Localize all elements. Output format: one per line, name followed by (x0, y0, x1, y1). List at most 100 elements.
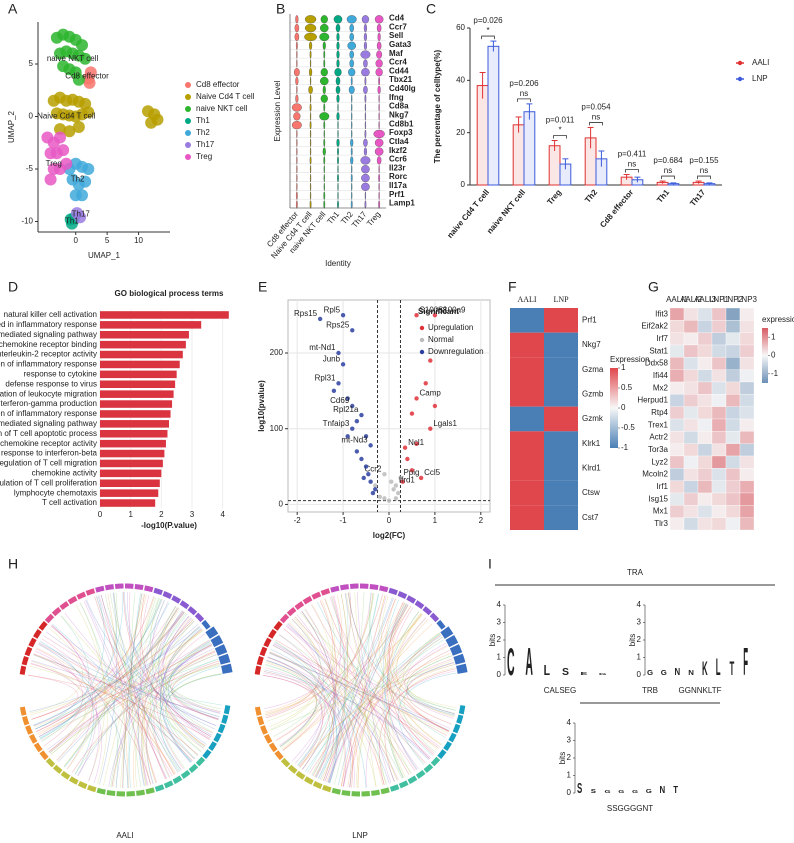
row-label: Tor3a (648, 445, 669, 454)
row-label: Actr2 (649, 433, 668, 442)
chord-ring (38, 621, 48, 631)
chord (328, 603, 407, 783)
violin (336, 59, 340, 68)
x-tick-label: 1 (128, 510, 133, 519)
chord-ring (448, 732, 457, 743)
point (83, 76, 96, 89)
logo-letter: S (591, 789, 597, 795)
chord (33, 602, 170, 726)
chord (36, 647, 177, 774)
chord-ring (331, 787, 341, 795)
chord-ring (96, 787, 106, 795)
heat-cell (669, 332, 685, 346)
violin (323, 173, 325, 183)
heat-cell (669, 394, 685, 407)
chord (151, 600, 210, 741)
chord (279, 634, 403, 779)
violin (375, 59, 383, 68)
heat-cell (669, 505, 685, 518)
logo-letter: T (730, 659, 735, 680)
chord (128, 592, 158, 783)
y-tick-label: 0 (637, 670, 642, 679)
chord (347, 592, 456, 715)
chord (63, 597, 160, 767)
chord-ring (223, 705, 231, 715)
heat-cell (725, 381, 741, 395)
chord (282, 592, 372, 751)
heat-cell (725, 332, 741, 346)
chord (79, 602, 118, 788)
chord (103, 596, 155, 786)
gene-label: Rorc (389, 172, 408, 181)
legend-title: expression (762, 315, 794, 324)
bar (100, 410, 171, 418)
row-label: Mx2 (653, 383, 669, 392)
legend-swatch (185, 82, 191, 88)
chord (272, 644, 337, 783)
chord (109, 593, 205, 748)
heat-cell (725, 418, 741, 432)
point (54, 131, 66, 144)
chord (122, 593, 143, 788)
chord-ring (415, 769, 426, 779)
y-tick-label: chemokine-mediated signaling pathway (0, 330, 97, 339)
chord (48, 594, 147, 753)
column-label: LNP2 (723, 295, 744, 304)
chord (301, 611, 335, 777)
legend-label: Upregulation (428, 323, 473, 332)
y-axis-label: bits (628, 634, 637, 646)
x-tick-label: 1 (433, 516, 438, 525)
violin (374, 15, 384, 24)
bar (487, 45, 500, 186)
legend-swatch (419, 337, 425, 343)
chord (153, 633, 206, 778)
violin (310, 138, 312, 147)
heat-cell (683, 443, 699, 457)
point (350, 328, 355, 333)
chord (329, 596, 435, 754)
chord-ring (280, 757, 291, 768)
chord (35, 595, 105, 730)
chord-ring (341, 789, 351, 797)
row-label: Ifi44 (653, 371, 669, 380)
chord (150, 612, 186, 778)
chord (316, 601, 433, 757)
chord (378, 595, 439, 750)
chord (388, 617, 427, 774)
y-axis-label: Expression Level (273, 80, 282, 141)
y-tick-label: interferon-gamma production (0, 399, 97, 408)
chord (127, 592, 212, 738)
x-tick-label: 0 (387, 516, 392, 525)
x-tick-label: Th1 (655, 187, 671, 204)
logo-letter: N (660, 784, 666, 795)
chord (297, 602, 406, 766)
panel-letter: H (8, 556, 18, 572)
chord (264, 667, 317, 746)
heat-cell (683, 307, 699, 321)
chord-ring (19, 665, 27, 675)
chord-ring (294, 601, 305, 611)
row-label: Ddx58 (645, 359, 669, 368)
chord (95, 596, 202, 753)
chord (265, 617, 322, 716)
column-label: AALI2 (680, 295, 702, 304)
point-label: Junb (323, 354, 341, 363)
violin (363, 41, 367, 50)
heat-cell (739, 480, 755, 494)
heat-cell (739, 517, 755, 531)
heat-cell (669, 357, 685, 370)
chord (45, 631, 217, 726)
y-tick-label: 1 (567, 771, 572, 780)
chord (307, 593, 379, 773)
point (63, 125, 76, 138)
chord-ring (134, 583, 144, 591)
chord (263, 672, 432, 758)
chord (384, 650, 450, 782)
violin (374, 138, 384, 147)
chord (317, 597, 394, 779)
legend-tick-label: 0 (771, 351, 776, 360)
p-value: p=0.011 (546, 116, 575, 125)
violin (336, 32, 340, 42)
chord (334, 592, 365, 785)
heat-cell (711, 492, 727, 506)
